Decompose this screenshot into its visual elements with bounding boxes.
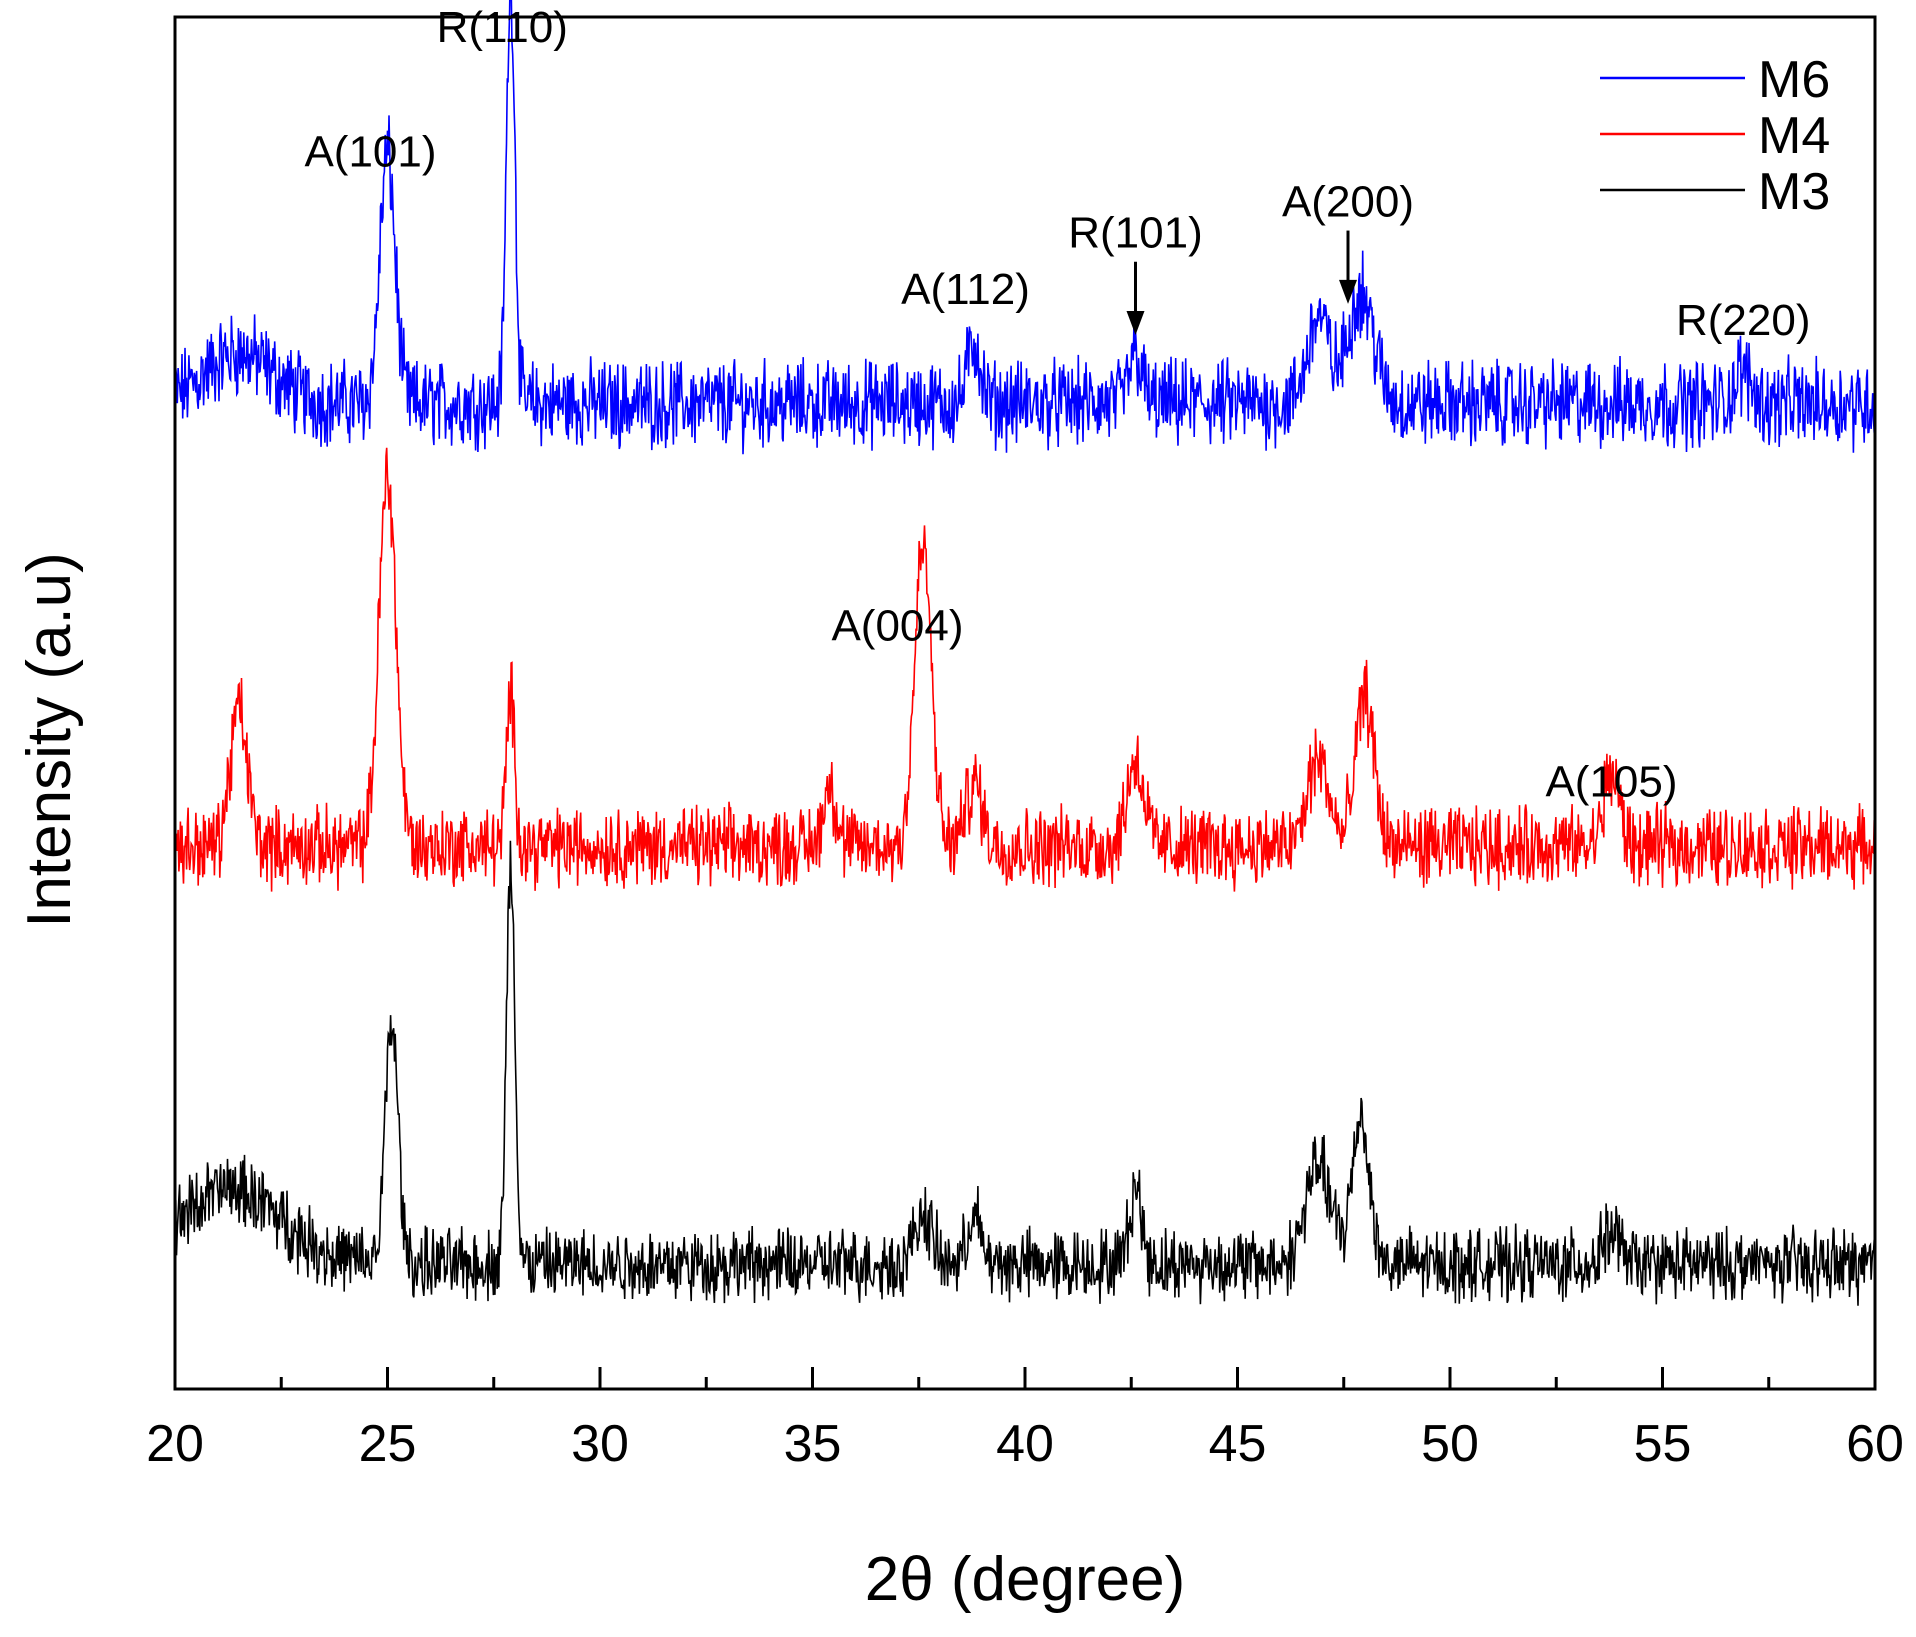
x-tick-label: 50 [1421,1415,1479,1473]
x-tick-label: 40 [996,1415,1054,1473]
peak-annotations: A(101) R(110) A(112) R(101) A(200) R(220) A(00… [304,3,1810,807]
x-axis-tick-labels: 20 25 30 35 40 45 50 55 60 [146,1415,1904,1473]
peak-label: A(101) [304,128,436,177]
x-tick-label: 30 [571,1415,629,1473]
peak-label: A(200) [1282,178,1414,227]
series-line-m6 [174,0,1876,455]
x-axis-ticks [173,1367,1877,1389]
legend-label-m6: M6 [1758,51,1830,109]
peak-label: A(105) [1545,758,1677,807]
peak-label: R(101) [1068,209,1203,258]
x-tick-label: 45 [1209,1415,1267,1473]
annotation-arrow-head [1339,279,1357,304]
x-tick-label: 25 [359,1415,417,1473]
peak-label: R(220) [1676,296,1811,345]
plot-series [174,0,1876,1306]
y-axis-label: Intensity (a.u) [15,552,84,928]
x-tick-label: 20 [146,1415,204,1473]
legend-label-m4: M4 [1758,107,1830,165]
x-tick-label: 35 [784,1415,842,1473]
series-line-m4 [174,447,1876,892]
series-line-m3 [174,840,1876,1306]
x-tick-label: 55 [1634,1415,1692,1473]
annotation-arrow-head [1126,311,1145,336]
peak-label: A(004) [831,602,963,651]
peak-label: A(112) [901,265,1030,314]
plot-frame [173,15,1877,1391]
x-axis-label: 2θ (degree) [865,1545,1186,1614]
legend-label-m3: M3 [1758,163,1830,221]
x-tick-label: 60 [1846,1415,1904,1473]
peak-label: R(110) [437,3,568,52]
